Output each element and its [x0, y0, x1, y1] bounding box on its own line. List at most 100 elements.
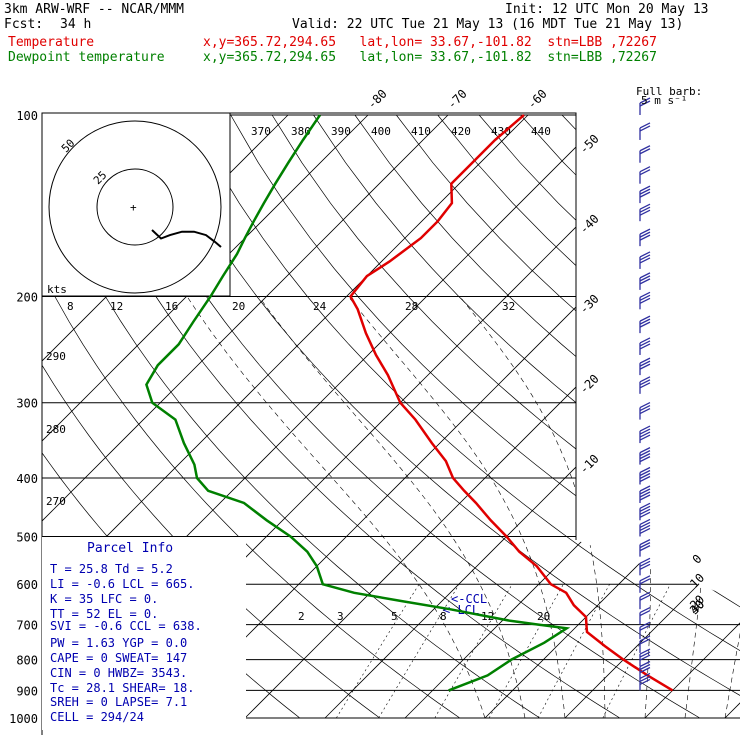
ccl-marker: <-CCL	[451, 592, 487, 606]
dewpoint-profile	[145, 114, 571, 692]
wind-barb-flag	[639, 337, 651, 344]
wind-barbs	[639, 97, 651, 691]
wind-barb-flag	[639, 524, 651, 532]
wind-barb	[639, 591, 651, 610]
parcel-row-2: LI = -0.6 LCL = 665.	[50, 577, 195, 591]
pressure-tick-label: 800	[16, 654, 38, 668]
wind-barb-flag	[639, 402, 651, 409]
wind-barb	[639, 648, 651, 667]
isotherm-line	[42, 114, 369, 719]
wind-barb-flag	[639, 97, 651, 104]
wind-barb	[639, 251, 651, 269]
temperature-tick-label: -20	[577, 372, 602, 397]
wind-barb-flag	[639, 363, 651, 370]
wind-barb	[639, 145, 651, 163]
dry-adiabat-line	[313, 114, 740, 719]
wind-barb-flag	[639, 125, 651, 132]
wind-barb-flag	[639, 376, 651, 383]
barb-legend-title: Full barb:	[636, 85, 702, 98]
wind-barb	[639, 575, 651, 593]
speed-tick-28: 28	[405, 300, 418, 313]
wind-barb	[639, 185, 651, 204]
wind-barb-flag	[639, 272, 651, 279]
theta-e-label-370: 370	[251, 125, 271, 138]
wind-barb-flag	[639, 450, 651, 457]
hodograph-unit: kts	[47, 283, 67, 296]
wind-barb-flag	[639, 122, 651, 129]
wind-barb-flag	[639, 502, 651, 509]
wind-barb-flag	[639, 675, 651, 682]
wind-barb	[639, 228, 651, 247]
pressure-tick-label: 100	[16, 109, 38, 123]
wind-barb-flag	[639, 425, 651, 432]
wind-barb-flag	[639, 428, 651, 435]
isotherm-line	[324, 114, 740, 719]
mixing-ratio-label-3: 3	[337, 610, 344, 623]
wind-barb	[639, 447, 651, 465]
dry-adiabat-line	[42, 114, 540, 719]
forecast-label: Fcst:	[4, 17, 44, 32]
dry-adiabat-line	[147, 114, 740, 719]
mixing-ratio-line	[434, 584, 513, 719]
wind-barb-flag	[639, 508, 651, 515]
wind-barb-flag	[639, 542, 651, 549]
wind-barb-flag	[639, 624, 651, 631]
wind-barb-flag	[639, 607, 651, 614]
parcel-row-6: PW = 1.63 YGP = 0.0	[50, 636, 187, 650]
wind-barb	[639, 557, 651, 576]
theta-e-label-400: 400	[371, 125, 391, 138]
parcel-row-7: CAPE = 0 SWEAT= 147	[50, 651, 187, 665]
theta-e-label-420: 420	[451, 125, 471, 138]
moist-adiabat-line	[258, 296, 526, 719]
parcel-row-10: SREH = 0 LAPSE= 7.1	[50, 695, 187, 709]
wind-barb-flag	[639, 343, 651, 350]
dry-adiabat-line	[644, 114, 740, 719]
temperature-tick-label: 10	[687, 571, 707, 591]
wind-barb	[639, 315, 651, 334]
mixing-ratio-label-20: 20	[537, 610, 550, 623]
wind-barb	[639, 621, 651, 640]
wind-barb-flag	[639, 638, 651, 645]
wind-barb-flag	[639, 488, 651, 495]
wind-barb-flag	[639, 191, 651, 198]
wind-barb-flag	[639, 621, 651, 628]
isotherm-line	[164, 114, 740, 719]
wind-barb	[639, 518, 651, 537]
pressure-tick-label: 300	[16, 397, 38, 411]
dry-adiabat-line	[230, 114, 740, 719]
temperature-legend-label: Temperature	[8, 35, 95, 50]
dry-adiabat-line	[354, 114, 740, 719]
wind-barb	[639, 402, 651, 420]
mixing-ratio-label-2: 2	[298, 610, 305, 623]
dry-adiabat-line	[64, 114, 620, 719]
isotherm-line	[42, 114, 449, 719]
wind-barb-flag	[639, 560, 651, 567]
parcel-row-4: TT = 52 EL = 0.	[50, 607, 158, 621]
wind-barb	[639, 166, 651, 184]
wind-barb-flag	[639, 278, 651, 285]
wind-barb-flag	[639, 315, 651, 322]
wind-barb-flag	[639, 379, 651, 386]
wind-barb-flag	[639, 563, 651, 570]
sounding-profiles	[145, 114, 674, 692]
wind-barb-flag	[639, 672, 651, 679]
wind-barb-flag	[639, 234, 651, 241]
isotherm-line	[564, 114, 740, 719]
temperature-tick-label: -80	[365, 87, 390, 112]
temperature-tick-label: -40	[577, 212, 602, 237]
wind-barb-flag	[639, 360, 651, 367]
wind-barb-flag	[639, 228, 651, 235]
dry-adiabat-line	[478, 114, 740, 719]
speed-tick-16: 16	[165, 300, 178, 313]
hodograph-trace	[151, 229, 222, 248]
wind-barb-flag	[639, 539, 651, 546]
pressure-tick-label: 500	[16, 530, 38, 544]
wind-barb-flag	[639, 469, 651, 477]
wind-barb-flag	[639, 521, 651, 529]
wind-barb	[639, 660, 651, 679]
isotherm-line	[42, 114, 529, 719]
wind-barb-flag	[639, 591, 651, 598]
speed-tick-12: 12	[110, 300, 123, 313]
